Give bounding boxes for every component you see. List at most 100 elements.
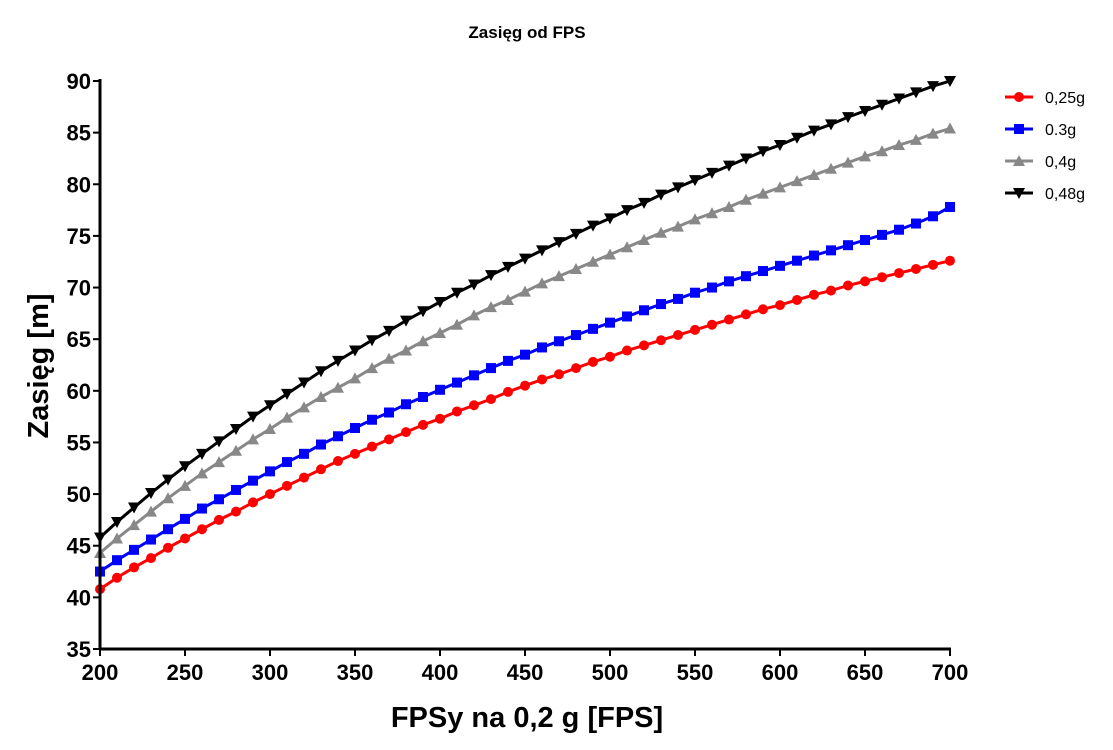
data-point: [689, 175, 701, 187]
data-point: [655, 189, 667, 201]
legend-item-2: 0.3g: [1005, 122, 1076, 139]
data-point: [434, 326, 446, 338]
data-point: [265, 489, 275, 500]
data-point: [418, 419, 428, 430]
data-point: [520, 380, 530, 391]
data-point: [673, 293, 683, 304]
data-point: [366, 335, 378, 347]
data-point: [333, 431, 343, 442]
data-point: [333, 456, 343, 467]
data-point: [112, 572, 122, 583]
data-point: [401, 427, 411, 438]
data-point: [163, 542, 173, 553]
data-point: [213, 436, 225, 448]
data-point: [434, 297, 446, 309]
x-tick-label: 500: [592, 660, 629, 685]
data-point: [621, 241, 633, 253]
data-point: [299, 448, 309, 459]
data-point: [791, 132, 803, 144]
legend-label: 0,48g: [1045, 186, 1085, 203]
data-point: [571, 363, 581, 374]
data-point: [452, 406, 462, 417]
data-point: [928, 211, 938, 222]
data-point: [163, 524, 173, 535]
data-point: [469, 370, 479, 381]
data-point: [724, 276, 734, 287]
data-point: [349, 345, 361, 357]
data-point: [690, 324, 700, 335]
legend-marker: [1013, 188, 1025, 199]
data-point: [281, 388, 293, 400]
data-point: [452, 377, 462, 388]
data-point: [485, 270, 497, 282]
y-tick-label: 45: [67, 534, 91, 559]
data-point: [570, 262, 582, 274]
data-point: [111, 532, 123, 544]
data-point: [638, 197, 650, 209]
data-point: [911, 218, 921, 229]
chart-title: Zasięg od FPS: [468, 23, 585, 42]
data-point: [876, 145, 888, 157]
y-axis-title: Zasięg [m]: [23, 293, 55, 438]
data-point: [128, 502, 140, 514]
data-point: [707, 282, 717, 293]
data-point: [350, 422, 360, 433]
data-point: [775, 260, 785, 271]
data-point: [740, 153, 752, 165]
series-3: [94, 122, 956, 558]
data-point: [162, 474, 174, 486]
data-point: [383, 352, 395, 364]
data-point: [384, 407, 394, 418]
y-tick-label: 60: [67, 379, 91, 404]
data-point: [332, 355, 344, 367]
x-tick-label: 650: [847, 660, 884, 685]
data-point: [418, 392, 428, 403]
data-point: [265, 466, 275, 477]
data-point: [435, 413, 445, 424]
data-point: [588, 323, 598, 334]
data-point: [196, 448, 208, 460]
x-tick-label: 350: [337, 660, 374, 685]
data-point: [197, 524, 207, 535]
data-point: [468, 309, 480, 321]
data-point: [315, 366, 327, 378]
data-point: [638, 234, 650, 246]
legend-item-4: 0,48g: [1005, 186, 1085, 203]
data-point: [672, 220, 684, 232]
x-tick-label: 700: [932, 660, 969, 685]
data-point: [809, 250, 819, 261]
data-point: [146, 534, 156, 545]
data-point: [706, 207, 718, 219]
data-point: [893, 93, 905, 105]
data-point: [367, 414, 377, 425]
data-point: [299, 472, 309, 483]
legend-label: 0,25g: [1045, 90, 1085, 107]
x-tick-label: 250: [167, 660, 204, 685]
data-point: [417, 306, 429, 318]
legend-label: 0,4g: [1045, 154, 1076, 171]
data-point: [809, 289, 819, 300]
legend-marker: [1013, 155, 1025, 166]
data-point: [927, 127, 939, 139]
y-tick-label: 90: [67, 69, 91, 94]
data-point: [587, 255, 599, 267]
data-point: [264, 400, 276, 412]
data-point: [808, 168, 820, 180]
data-point: [604, 213, 616, 225]
data-point: [945, 255, 955, 266]
data-point: [214, 494, 224, 505]
data-point: [451, 287, 463, 299]
data-point: [570, 228, 582, 240]
data-point: [605, 351, 615, 362]
data-point: [537, 342, 547, 353]
data-point: [707, 319, 717, 330]
data-point: [316, 439, 326, 450]
data-point: [622, 345, 632, 356]
data-point: [417, 335, 429, 347]
data-point: [605, 317, 615, 328]
x-tick-label: 600: [762, 660, 799, 685]
data-point: [792, 294, 802, 305]
data-point: [384, 434, 394, 445]
data-point: [264, 423, 276, 435]
